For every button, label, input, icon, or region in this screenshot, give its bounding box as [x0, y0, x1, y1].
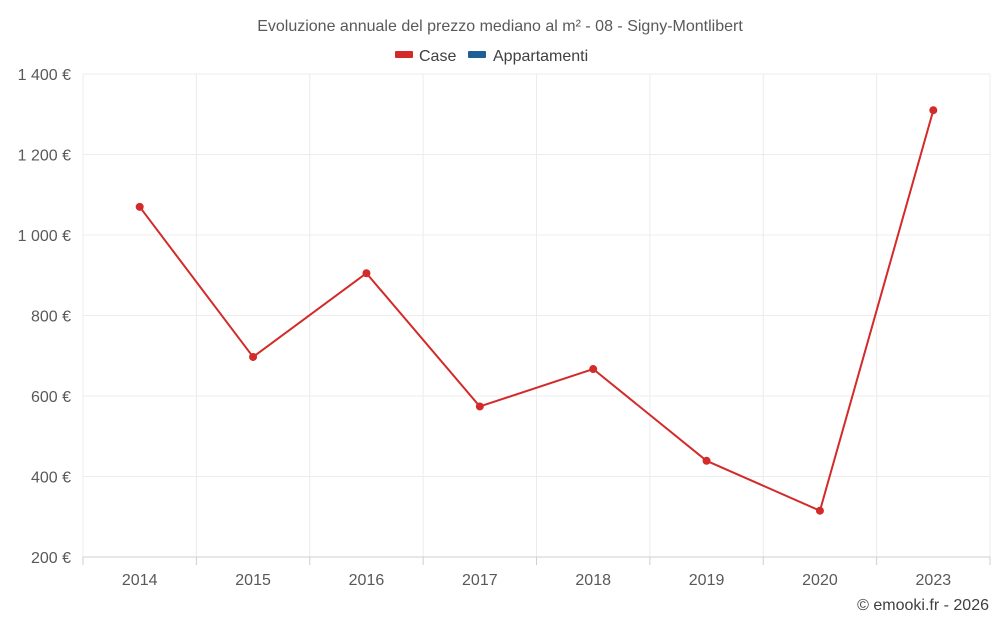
data-point[interactable] — [589, 365, 598, 374]
data-point[interactable] — [702, 456, 711, 465]
x-tick-label: 2015 — [235, 572, 271, 589]
y-tick-label: 1 200 € — [18, 148, 71, 165]
data-point[interactable] — [249, 352, 258, 361]
x-tick-label: 2023 — [916, 572, 952, 589]
y-axis-ticks: 200 € 400 € 600 € 800 € 1 000 € 1 200 € 1 400 … — [18, 67, 71, 567]
legend-label-appartamenti: Appartamenti — [493, 48, 588, 65]
x-tick-label: 2018 — [575, 572, 611, 589]
chart-title: Evoluzione annuale del prezzo mediano al… — [257, 18, 743, 35]
x-tick-label: 2016 — [349, 572, 385, 589]
y-tick-label: 400 € — [31, 470, 71, 487]
y-tick-label: 1 400 € — [18, 67, 71, 84]
legend-label-case: Case — [419, 48, 456, 65]
data-point[interactable] — [362, 269, 371, 278]
x-tick-label: 2020 — [802, 572, 838, 589]
y-tick-label: 800 € — [31, 309, 71, 326]
legend-item-case[interactable]: Case — [395, 48, 456, 65]
data-point[interactable] — [135, 202, 144, 211]
x-tick-label: 2014 — [122, 572, 158, 589]
x-axis-ticks: 2014 2015 2016 2017 2018 2019 2020 2023 — [82, 557, 991, 589]
series-line-case — [138, 109, 935, 512]
y-tick-label: 1 000 € — [18, 228, 71, 245]
data-point[interactable] — [475, 402, 484, 411]
legend-swatch-appartamenti — [468, 51, 486, 58]
y-tick-label: 600 € — [31, 389, 71, 406]
legend-swatch-case — [395, 51, 413, 58]
y-tick-label: 200 € — [31, 550, 71, 567]
x-tick-label: 2019 — [689, 572, 725, 589]
legend-item-appartamenti[interactable]: Appartamenti — [468, 48, 588, 65]
credit-text: © emooki.fr - 2026 — [857, 597, 989, 614]
series-layer — [135, 106, 938, 515]
legend[interactable]: Case Appartamenti — [395, 48, 588, 65]
data-point[interactable] — [815, 506, 824, 515]
data-point[interactable] — [929, 106, 938, 115]
x-tick-label: 2017 — [462, 572, 498, 589]
